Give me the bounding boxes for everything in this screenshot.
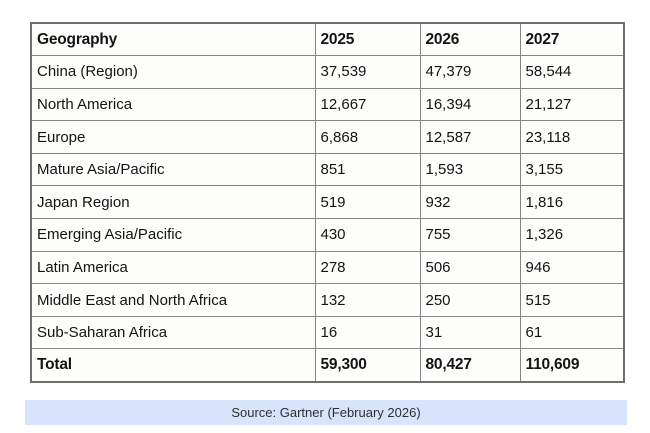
table-row: Emerging Asia/Pacific 430 755 1,326 (30, 218, 625, 252)
row-geography: North America (30, 87, 316, 122)
total-value-2025: 59,300 (314, 348, 421, 383)
row-value-2026: 1,593 (419, 152, 521, 187)
row-value-2027: 3,155 (519, 152, 625, 187)
row-value-2027: 61 (519, 315, 625, 350)
row-value-2026: 47,379 (419, 55, 521, 89)
row-value-2027: 58,544 (519, 55, 625, 89)
table-total-row: Total 59,300 80,427 110,609 (30, 348, 625, 383)
row-value-2027: 946 (519, 250, 625, 285)
row-geography: Europe (30, 120, 316, 154)
row-geography: Latin America (30, 250, 316, 285)
table-row: Mature Asia/Pacific 851 1,593 3,155 (30, 152, 625, 187)
column-header-2027: 2027 (519, 22, 625, 57)
row-value-2025: 16 (314, 315, 421, 350)
row-value-2025: 519 (314, 185, 421, 220)
row-value-2025: 12,667 (314, 87, 421, 122)
row-geography: Emerging Asia/Pacific (30, 218, 316, 252)
row-value-2026: 31 (419, 315, 521, 350)
row-geography: Sub-Saharan Africa (30, 315, 316, 350)
total-value-2027: 110,609 (519, 348, 625, 383)
row-value-2025: 430 (314, 218, 421, 252)
table-row: Japan Region 519 932 1,816 (30, 185, 625, 220)
row-value-2025: 132 (314, 283, 421, 317)
source-attribution-bar: Source: Gartner (February 2026) (25, 400, 627, 425)
table-row: North America 12,667 16,394 21,127 (30, 87, 625, 122)
table-header-row: Geography 2025 2026 2027 (30, 22, 625, 57)
row-value-2026: 755 (419, 218, 521, 252)
row-value-2026: 932 (419, 185, 521, 220)
row-value-2026: 12,587 (419, 120, 521, 154)
column-header-2025: 2025 (314, 22, 421, 57)
row-value-2025: 278 (314, 250, 421, 285)
geography-forecast-table: Geography 2025 2026 2027 China (Region) … (30, 22, 625, 383)
row-value-2027: 21,127 (519, 87, 625, 122)
row-value-2025: 851 (314, 152, 421, 187)
row-geography: Middle East and North Africa (30, 283, 316, 317)
row-geography: China (Region) (30, 55, 316, 89)
row-value-2025: 37,539 (314, 55, 421, 89)
row-value-2027: 515 (519, 283, 625, 317)
table-row: Europe 6,868 12,587 23,118 (30, 120, 625, 154)
table-row: Latin America 278 506 946 (30, 250, 625, 285)
row-value-2025: 6,868 (314, 120, 421, 154)
row-value-2026: 506 (419, 250, 521, 285)
row-value-2027: 1,816 (519, 185, 625, 220)
row-value-2026: 250 (419, 283, 521, 317)
source-attribution-text: Source: Gartner (February 2026) (231, 405, 421, 420)
table-row: Sub-Saharan Africa 16 31 61 (30, 315, 625, 350)
column-header-geography: Geography (30, 22, 316, 57)
total-value-2026: 80,427 (419, 348, 521, 383)
row-value-2027: 23,118 (519, 120, 625, 154)
row-geography: Mature Asia/Pacific (30, 152, 316, 187)
row-geography: Japan Region (30, 185, 316, 220)
table-row: China (Region) 37,539 47,379 58,544 (30, 55, 625, 89)
row-value-2027: 1,326 (519, 218, 625, 252)
column-header-2026: 2026 (419, 22, 521, 57)
total-label: Total (30, 348, 316, 383)
table-row: Middle East and North Africa 132 250 515 (30, 283, 625, 317)
row-value-2026: 16,394 (419, 87, 521, 122)
